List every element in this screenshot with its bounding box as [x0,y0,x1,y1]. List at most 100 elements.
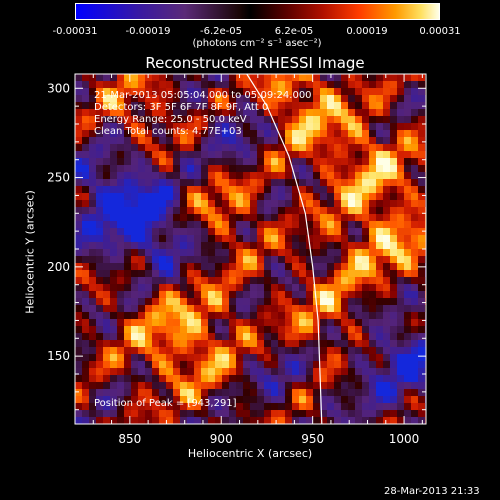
heatmap-cell [264,221,271,228]
heatmap-cell [110,137,117,144]
heatmap-cell [411,361,418,368]
heatmap-cell [229,151,236,158]
heatmap-cell [397,137,404,144]
heatmap-cell [285,214,292,221]
heatmap-cell [411,123,418,130]
heatmap-cell [152,368,159,375]
heatmap-cell [355,319,362,326]
heatmap-cell [250,417,257,424]
heatmap-cell [397,256,404,263]
heatmap-cell [124,158,131,165]
heatmap-cell [215,242,222,249]
heatmap-cell [180,389,187,396]
heatmap-cell [313,256,320,263]
heatmap-cell [271,298,278,305]
heatmap-cell [390,396,397,403]
y-tick-label: 150 [47,349,70,363]
heatmap-cell [222,368,229,375]
heatmap-cell [75,305,82,312]
heatmap-cell [285,200,292,207]
heatmap-cell [229,165,236,172]
heatmap-cell [75,158,82,165]
heatmap-cell [404,235,411,242]
heatmap-cell [138,151,145,158]
heatmap-cell [201,95,208,102]
heatmap-cell [257,74,264,81]
heatmap-cell [383,235,390,242]
heatmap-cell [82,319,89,326]
heatmap-cell [152,361,159,368]
heatmap-cell [313,340,320,347]
heatmap-cell [194,382,201,389]
heatmap-cell [145,116,152,123]
heatmap-cell [292,144,299,151]
heatmap-cell [383,207,390,214]
heatmap-cell [117,347,124,354]
heatmap-cell [243,347,250,354]
heatmap-cell [180,165,187,172]
heatmap-cell [103,123,110,130]
heatmap-cell [152,109,159,116]
heatmap-cell [173,396,180,403]
heatmap-cell [208,214,215,221]
heatmap-cell [369,235,376,242]
heatmap-cell [390,88,397,95]
heatmap-cell [222,277,229,284]
heatmap-cell [327,186,334,193]
heatmap-cell [327,326,334,333]
heatmap-cell [187,207,194,214]
heatmap-cell [131,165,138,172]
heatmap-cell [229,74,236,81]
heatmap-cell [271,410,278,417]
heatmap-cell [418,172,425,179]
heatmap-cell [418,88,425,95]
heatmap-cell [306,298,313,305]
heatmap-cell [362,361,369,368]
heatmap-cell [117,305,124,312]
heatmap-cell [152,403,159,410]
heatmap-cell [418,403,425,410]
heatmap-cell [124,403,131,410]
heatmap-cell [103,256,110,263]
heatmap-cell [222,403,229,410]
heatmap-cell [173,165,180,172]
heatmap-cell [145,410,152,417]
heatmap-cell [376,326,383,333]
heatmap-cell [348,207,355,214]
heatmap-cell [96,403,103,410]
heatmap-cell [383,270,390,277]
heatmap-cell [117,109,124,116]
heatmap-cell [187,130,194,137]
heatmap-cell [124,88,131,95]
heatmap-cell [236,368,243,375]
heatmap-cell [299,151,306,158]
heatmap-cell [222,200,229,207]
heatmap-cell [124,172,131,179]
heatmap-cell [194,326,201,333]
heatmap-cell [355,207,362,214]
heatmap-cell [96,270,103,277]
heatmap-cell [243,417,250,424]
heatmap-cell [355,340,362,347]
heatmap-cell [194,249,201,256]
heatmap-cell [89,74,96,81]
heatmap-cell [124,109,131,116]
heatmap-cell [404,207,411,214]
heatmap-cell [110,249,117,256]
heatmap-cell [348,144,355,151]
heatmap-cell [313,116,320,123]
heatmap-cell [75,312,82,319]
heatmap-cell [208,186,215,193]
heatmap-cell [383,361,390,368]
heatmap-cell [320,193,327,200]
heatmap-cell [264,361,271,368]
heatmap-cell [96,319,103,326]
heatmap-cell [292,361,299,368]
heatmap-cell [159,179,166,186]
heatmap-cell [383,347,390,354]
heatmap-cell [299,221,306,228]
heatmap-cell [243,396,250,403]
heatmap-cell [96,116,103,123]
heatmap-cell [271,312,278,319]
heatmap-cell [264,263,271,270]
